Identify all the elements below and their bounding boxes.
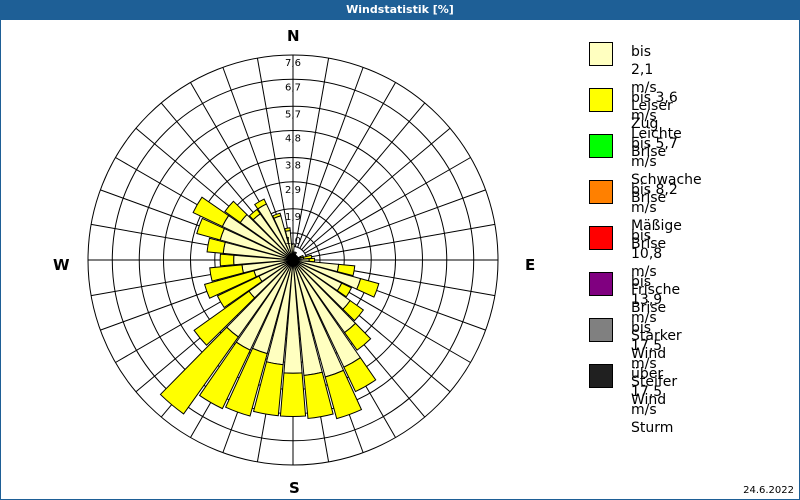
legend-label: bis 13,9 m/s <box>631 274 663 326</box>
svg-text:3,8: 3,8 <box>285 161 301 172</box>
legend-label: bis 2,1 m/s <box>631 44 657 96</box>
svg-text:6,7: 6,7 <box>285 82 301 93</box>
date-label: 24.6.2022 <box>743 485 794 496</box>
compass-e: E <box>525 256 536 274</box>
legend-sublabel: Steifer Wind <box>631 374 678 408</box>
legend-swatch <box>589 318 613 342</box>
legend-sublabel: Schwache Brise <box>631 172 702 206</box>
legend-sublabel: Sturm <box>631 420 674 436</box>
legend-label: bis 10,8 m/s <box>631 228 663 280</box>
legend-swatch <box>589 180 613 204</box>
window-title: Windstatistik [%] <box>0 0 800 19</box>
svg-text:2,9: 2,9 <box>285 185 301 196</box>
svg-text:1,0: 1,0 <box>285 236 301 247</box>
legend-label: bis 3,6 m/s <box>631 90 678 124</box>
legend-swatch <box>589 272 613 296</box>
legend-swatch <box>589 88 613 112</box>
compass-s: S <box>289 479 300 497</box>
svg-text:7,6: 7,6 <box>285 58 301 69</box>
legend-sublabel: Starker Wind <box>631 328 682 362</box>
legend-swatch <box>589 134 613 158</box>
legend-label: bis 8,2 m/s <box>631 182 678 216</box>
legend-sublabel: Frische Brise <box>631 282 681 316</box>
legend-sublabel: Leichte Brise <box>631 126 682 160</box>
svg-text:5,7: 5,7 <box>285 109 301 120</box>
legend-swatch <box>589 364 613 388</box>
legend-sublabel: Mäßige Brise <box>631 218 682 252</box>
compass-n: N <box>287 27 300 45</box>
svg-text:4,8: 4,8 <box>285 134 301 145</box>
legend-sublabel: Leiser Zug <box>631 98 673 132</box>
legend-swatch <box>589 42 613 66</box>
legend-swatch <box>589 226 613 250</box>
svg-text:1,9: 1,9 <box>285 212 301 223</box>
legend-label: über 17,5 m/s <box>631 366 664 418</box>
compass-w: W <box>53 256 70 274</box>
legend-label: bis 17,5 m/s <box>631 320 663 372</box>
legend-label: bis 5,7 m/s <box>631 136 678 170</box>
